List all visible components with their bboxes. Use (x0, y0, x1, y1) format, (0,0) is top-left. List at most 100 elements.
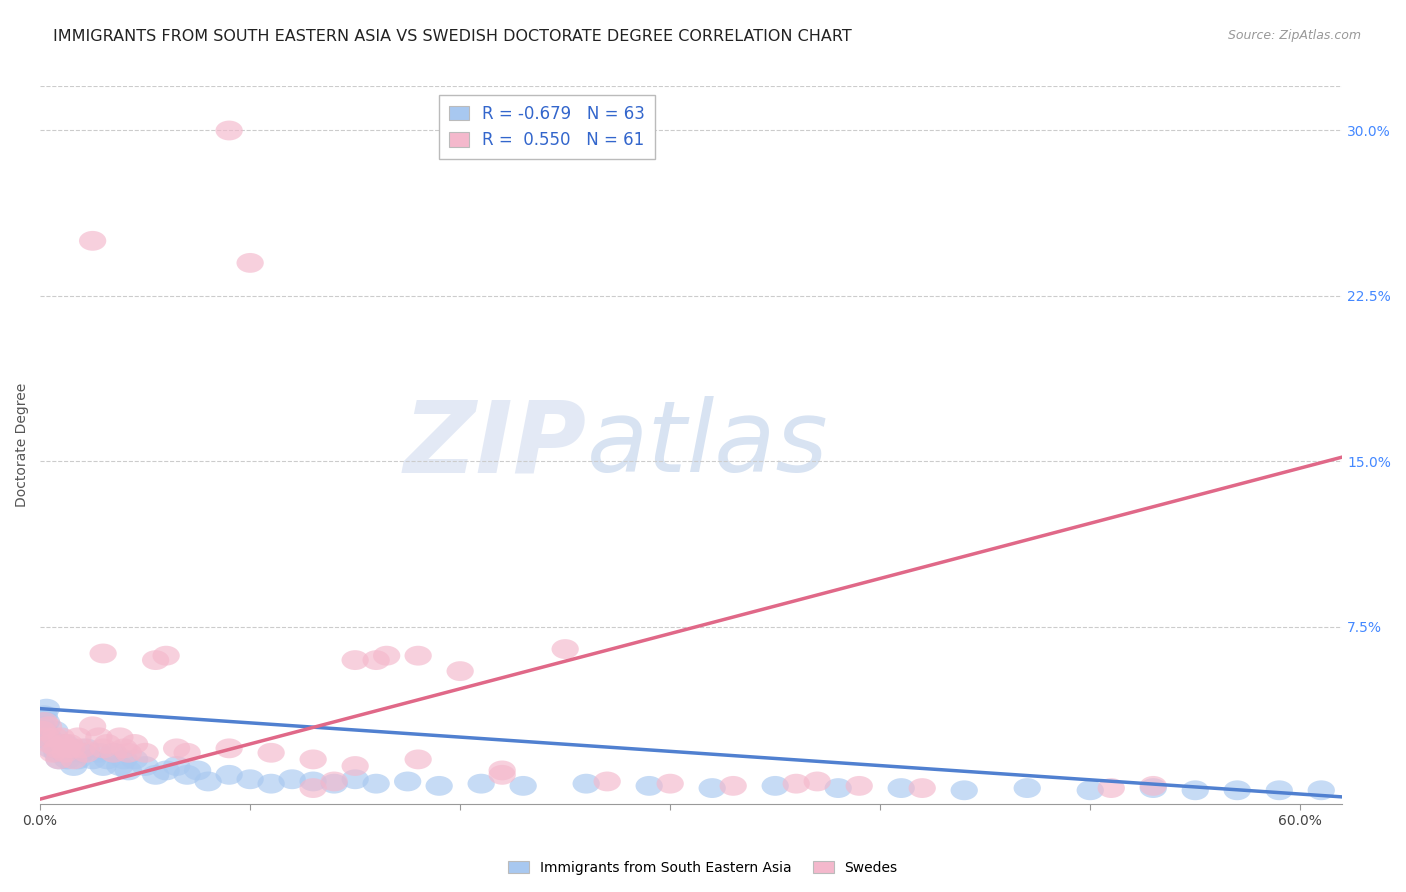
Ellipse shape (173, 743, 201, 763)
Ellipse shape (215, 739, 243, 758)
Ellipse shape (86, 743, 112, 763)
Ellipse shape (49, 743, 77, 763)
Ellipse shape (79, 231, 107, 251)
Ellipse shape (342, 650, 368, 670)
Ellipse shape (299, 749, 326, 769)
Ellipse shape (887, 778, 915, 798)
Ellipse shape (45, 749, 73, 769)
Ellipse shape (394, 772, 422, 791)
Ellipse shape (321, 772, 347, 791)
Ellipse shape (45, 749, 73, 769)
Ellipse shape (100, 743, 128, 763)
Ellipse shape (90, 756, 117, 776)
Ellipse shape (73, 739, 100, 758)
Ellipse shape (86, 727, 112, 747)
Ellipse shape (52, 734, 79, 754)
Ellipse shape (31, 712, 58, 731)
Ellipse shape (32, 712, 60, 731)
Ellipse shape (363, 773, 389, 794)
Ellipse shape (48, 739, 75, 758)
Legend: Immigrants from South Eastern Asia, Swedes: Immigrants from South Eastern Asia, Swed… (503, 855, 903, 880)
Ellipse shape (28, 721, 56, 740)
Ellipse shape (699, 778, 725, 798)
Ellipse shape (35, 716, 62, 736)
Ellipse shape (657, 773, 683, 794)
Ellipse shape (111, 749, 138, 769)
Ellipse shape (1077, 780, 1104, 800)
Y-axis label: Doctorate Degree: Doctorate Degree (15, 383, 30, 507)
Text: IMMIGRANTS FROM SOUTH EASTERN ASIA VS SWEDISH DOCTORATE DEGREE CORRELATION CHART: IMMIGRANTS FROM SOUTH EASTERN ASIA VS SW… (53, 29, 852, 44)
Ellipse shape (41, 721, 69, 740)
Ellipse shape (509, 776, 537, 796)
Ellipse shape (56, 734, 83, 754)
Ellipse shape (572, 773, 600, 794)
Ellipse shape (60, 756, 87, 776)
Ellipse shape (1265, 780, 1294, 800)
Ellipse shape (163, 756, 190, 776)
Ellipse shape (468, 773, 495, 794)
Ellipse shape (194, 772, 222, 791)
Ellipse shape (405, 749, 432, 769)
Ellipse shape (31, 721, 58, 740)
Ellipse shape (152, 646, 180, 665)
Ellipse shape (804, 772, 831, 791)
Ellipse shape (94, 749, 121, 769)
Ellipse shape (41, 727, 69, 747)
Ellipse shape (342, 769, 368, 789)
Ellipse shape (94, 734, 121, 754)
Ellipse shape (58, 739, 86, 758)
Ellipse shape (39, 743, 66, 763)
Ellipse shape (52, 743, 79, 763)
Ellipse shape (65, 727, 91, 747)
Ellipse shape (184, 761, 211, 780)
Ellipse shape (163, 739, 190, 758)
Ellipse shape (58, 739, 86, 758)
Ellipse shape (236, 253, 264, 273)
Ellipse shape (342, 756, 368, 776)
Ellipse shape (121, 734, 148, 754)
Ellipse shape (107, 756, 134, 776)
Ellipse shape (107, 727, 134, 747)
Ellipse shape (257, 743, 285, 763)
Ellipse shape (278, 769, 305, 789)
Ellipse shape (32, 698, 60, 719)
Ellipse shape (426, 776, 453, 796)
Ellipse shape (636, 776, 662, 796)
Ellipse shape (215, 765, 243, 785)
Ellipse shape (824, 778, 852, 798)
Ellipse shape (132, 756, 159, 776)
Ellipse shape (56, 743, 83, 763)
Ellipse shape (37, 739, 65, 758)
Ellipse shape (49, 734, 77, 754)
Ellipse shape (447, 661, 474, 681)
Ellipse shape (593, 772, 621, 791)
Ellipse shape (32, 727, 60, 747)
Ellipse shape (37, 734, 65, 754)
Ellipse shape (142, 650, 169, 670)
Ellipse shape (783, 773, 810, 794)
Ellipse shape (551, 640, 579, 659)
Ellipse shape (299, 778, 326, 798)
Ellipse shape (121, 749, 148, 769)
Legend: R = -0.679   N = 63, R =  0.550   N = 61: R = -0.679 N = 63, R = 0.550 N = 61 (439, 95, 655, 159)
Ellipse shape (488, 761, 516, 780)
Ellipse shape (60, 749, 87, 769)
Ellipse shape (79, 716, 107, 736)
Ellipse shape (53, 739, 82, 758)
Ellipse shape (1140, 778, 1167, 798)
Ellipse shape (142, 765, 169, 785)
Ellipse shape (373, 646, 401, 665)
Ellipse shape (79, 749, 107, 769)
Ellipse shape (69, 739, 96, 758)
Ellipse shape (115, 761, 142, 780)
Ellipse shape (48, 727, 75, 747)
Ellipse shape (111, 739, 138, 758)
Ellipse shape (115, 743, 142, 763)
Ellipse shape (44, 743, 70, 763)
Ellipse shape (44, 739, 70, 758)
Text: Source: ZipAtlas.com: Source: ZipAtlas.com (1227, 29, 1361, 42)
Ellipse shape (321, 773, 347, 794)
Ellipse shape (90, 643, 117, 664)
Ellipse shape (152, 761, 180, 780)
Ellipse shape (405, 646, 432, 665)
